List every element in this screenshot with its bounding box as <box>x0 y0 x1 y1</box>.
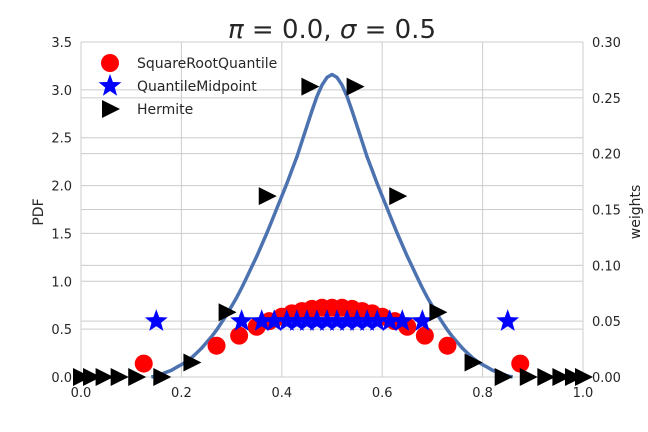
y-right-tick-labels: 0.00 0.05 0.10 0.15 0.20 0.25 0.30 <box>592 36 621 386</box>
data-point-circle <box>230 326 249 345</box>
x-tick-label: 0.0 <box>71 386 92 401</box>
series-Hermite <box>73 77 593 386</box>
data-point-triangle-right <box>258 187 277 206</box>
grid <box>80 41 584 378</box>
data-point-star <box>325 309 349 331</box>
data-point-triangle-right <box>552 368 571 386</box>
title-pi-symbol: π <box>228 15 244 45</box>
legend-label: Hermite <box>137 102 193 118</box>
data-point-triangle-right <box>464 353 483 372</box>
data-point-triangle-right <box>95 368 114 386</box>
data-point-star <box>262 309 286 331</box>
data-point-star <box>250 309 274 331</box>
data-point-star <box>144 309 168 331</box>
series-QuantileMidpoint <box>144 309 520 331</box>
data-point-triangle-right <box>389 187 408 206</box>
y-left-tick-label: 1.5 <box>51 227 72 242</box>
data-point-star <box>335 309 359 331</box>
y-right-tick-label: 0.15 <box>592 204 621 219</box>
y-right-tick-label: 0.20 <box>592 148 621 163</box>
y-left-tick-label: 0.5 <box>51 323 72 338</box>
y-right-tick-label: 0.30 <box>592 36 621 51</box>
legend-marker-circle <box>101 54 119 72</box>
y-right-tick-label: 0.25 <box>592 92 621 107</box>
x-tick-label: 1.0 <box>573 386 594 401</box>
data-point-triangle-right <box>218 303 237 322</box>
pdf-curve <box>150 72 514 379</box>
data-point-star <box>365 309 389 331</box>
data-point-triangle-right <box>183 353 202 372</box>
y-left-tick-labels: 0.0 0.5 1.0 1.5 2.0 2.5 3.0 3.5 <box>51 36 72 386</box>
y-left-tick-label: 3.0 <box>51 84 72 99</box>
legend-label: SquareRootQuantile <box>137 56 277 72</box>
data-point-triangle-right <box>83 368 102 386</box>
data-point-circle <box>438 336 457 355</box>
data-point-star <box>390 309 414 331</box>
y-left-tick-label: 0.0 <box>51 371 72 386</box>
data-point-triangle-right <box>575 368 593 386</box>
legend: SquareRootQuantile QuantileMidpoint Hermit… <box>98 54 277 118</box>
title-pi-value: = 0.0, <box>244 15 340 45</box>
data-point-triangle-right <box>110 368 129 386</box>
data-point-triangle-right <box>564 368 583 386</box>
data-point-star <box>230 309 254 331</box>
y-left-tick-label: 1.0 <box>51 275 72 290</box>
marker-layer <box>73 77 593 386</box>
pdf-curve-layer <box>150 72 514 379</box>
data-point-triangle-right <box>73 368 91 386</box>
y-right-tick-label: 0.10 <box>592 259 621 274</box>
data-point-star <box>285 309 309 331</box>
data-point-star <box>305 309 329 331</box>
x-tick-label: 0.4 <box>271 386 292 401</box>
title-sigma-value: = 0.5 <box>356 15 436 45</box>
x-tick-label: 0.6 <box>372 386 393 401</box>
data-point-star <box>410 309 434 331</box>
x-tick-label: 0.8 <box>472 386 493 401</box>
title-sigma-symbol: σ <box>340 15 358 45</box>
y-right-tick-label: 0.00 <box>592 371 621 386</box>
data-point-star <box>295 309 319 331</box>
x-tick-label: 0.2 <box>171 386 192 401</box>
y-right-tick-label: 0.05 <box>592 315 621 330</box>
legend-marker-triangle-right <box>102 100 120 118</box>
y-left-tick-label: 3.5 <box>51 36 72 51</box>
data-point-triangle-right <box>346 77 365 96</box>
data-point-triangle-right <box>153 368 172 386</box>
data-point-circle <box>511 354 530 373</box>
data-point-star <box>378 309 402 331</box>
data-point-triangle-right <box>494 368 513 386</box>
y-right-axis-label: weights <box>628 185 644 240</box>
y-left-tick-label: 2.0 <box>51 180 72 195</box>
data-point-triangle-right <box>128 368 147 386</box>
data-point-triangle-right <box>301 77 320 96</box>
data-point-star <box>275 309 299 331</box>
data-point-star <box>315 309 339 331</box>
data-point-star <box>355 309 379 331</box>
data-point-circle <box>134 354 153 373</box>
y-left-tick-label: 2.5 <box>51 132 72 147</box>
chart-title: π = 0.0, σ = 0.5 <box>228 15 436 45</box>
data-point-triangle-right <box>519 368 538 386</box>
data-point-circle <box>415 326 434 345</box>
data-point-star <box>345 309 369 331</box>
legend-marker-star <box>98 74 122 96</box>
data-point-circle <box>207 336 226 355</box>
data-point-star <box>496 309 520 331</box>
data-point-triangle-right <box>537 368 556 386</box>
data-point-triangle-right <box>429 303 448 322</box>
legend-label: QuantileMidpoint <box>137 79 257 95</box>
x-tick-labels: 0.0 0.2 0.4 0.6 0.8 1.0 <box>71 386 594 401</box>
y-left-axis-label: PDF <box>31 198 47 225</box>
